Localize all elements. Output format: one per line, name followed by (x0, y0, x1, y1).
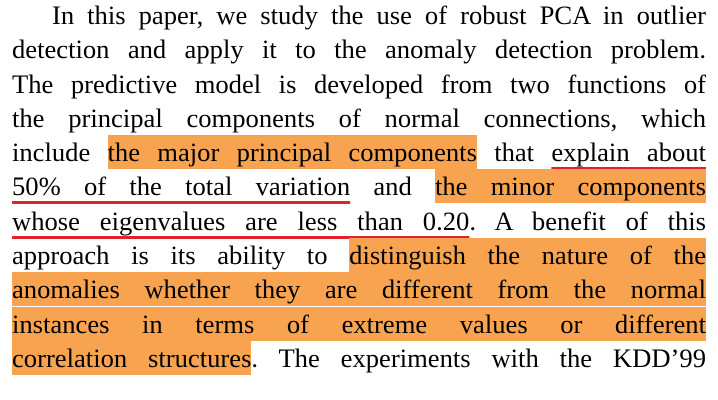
underlined-phrase: 50% of the total variation (12, 171, 351, 202)
text-line-2: detection and apply it to the anomaly de… (12, 34, 706, 65)
highlighted-phrase: distinguish the nature of the (349, 238, 706, 273)
highlighted-phrase: instances in terms of extreme values or … (12, 306, 706, 341)
text-line-8: approach is its ability to distinguish t… (12, 238, 706, 273)
text-line-5: include the major principal components t… (12, 135, 706, 170)
text-line-11: correlation structures. The experiments … (12, 340, 706, 375)
text-line-6: 50% of the total variation and the minor… (12, 169, 706, 204)
text-segment: . The experiments with the KDD’99 (251, 342, 706, 373)
paper-paragraph: In this paper, we study the use of robus… (12, 0, 706, 375)
text-line-9: anomalies whether they are different fro… (12, 272, 706, 307)
text-segment: approach is its ability to (12, 240, 350, 271)
highlighted-phrase: the minor components (435, 169, 706, 204)
highlighted-phrase: anomalies whether they are different fro… (12, 272, 706, 307)
underlined-phrase: whose eigenvalues are less than 0.20 (12, 205, 470, 236)
text-line-7: whose eigenvalues are less than 0.20. A … (12, 204, 706, 238)
text-line-3: The predictive model is developed from t… (12, 68, 706, 99)
text-segment: include (12, 137, 108, 168)
text-segment: and (350, 171, 435, 202)
text-line-1: In this paper, we study the use of robus… (52, 0, 706, 30)
highlighted-phrase: correlation structures (12, 340, 252, 375)
text-line-10: instances in terms of extreme values or … (12, 306, 706, 341)
text-segment: . A benefit of this (469, 205, 706, 236)
highlighted-phrase: the major principal components (107, 135, 477, 170)
text-segment: that (476, 137, 552, 168)
text-line-4: the principal components of normal conne… (12, 102, 706, 133)
underlined-phrase: explain about (551, 137, 706, 168)
